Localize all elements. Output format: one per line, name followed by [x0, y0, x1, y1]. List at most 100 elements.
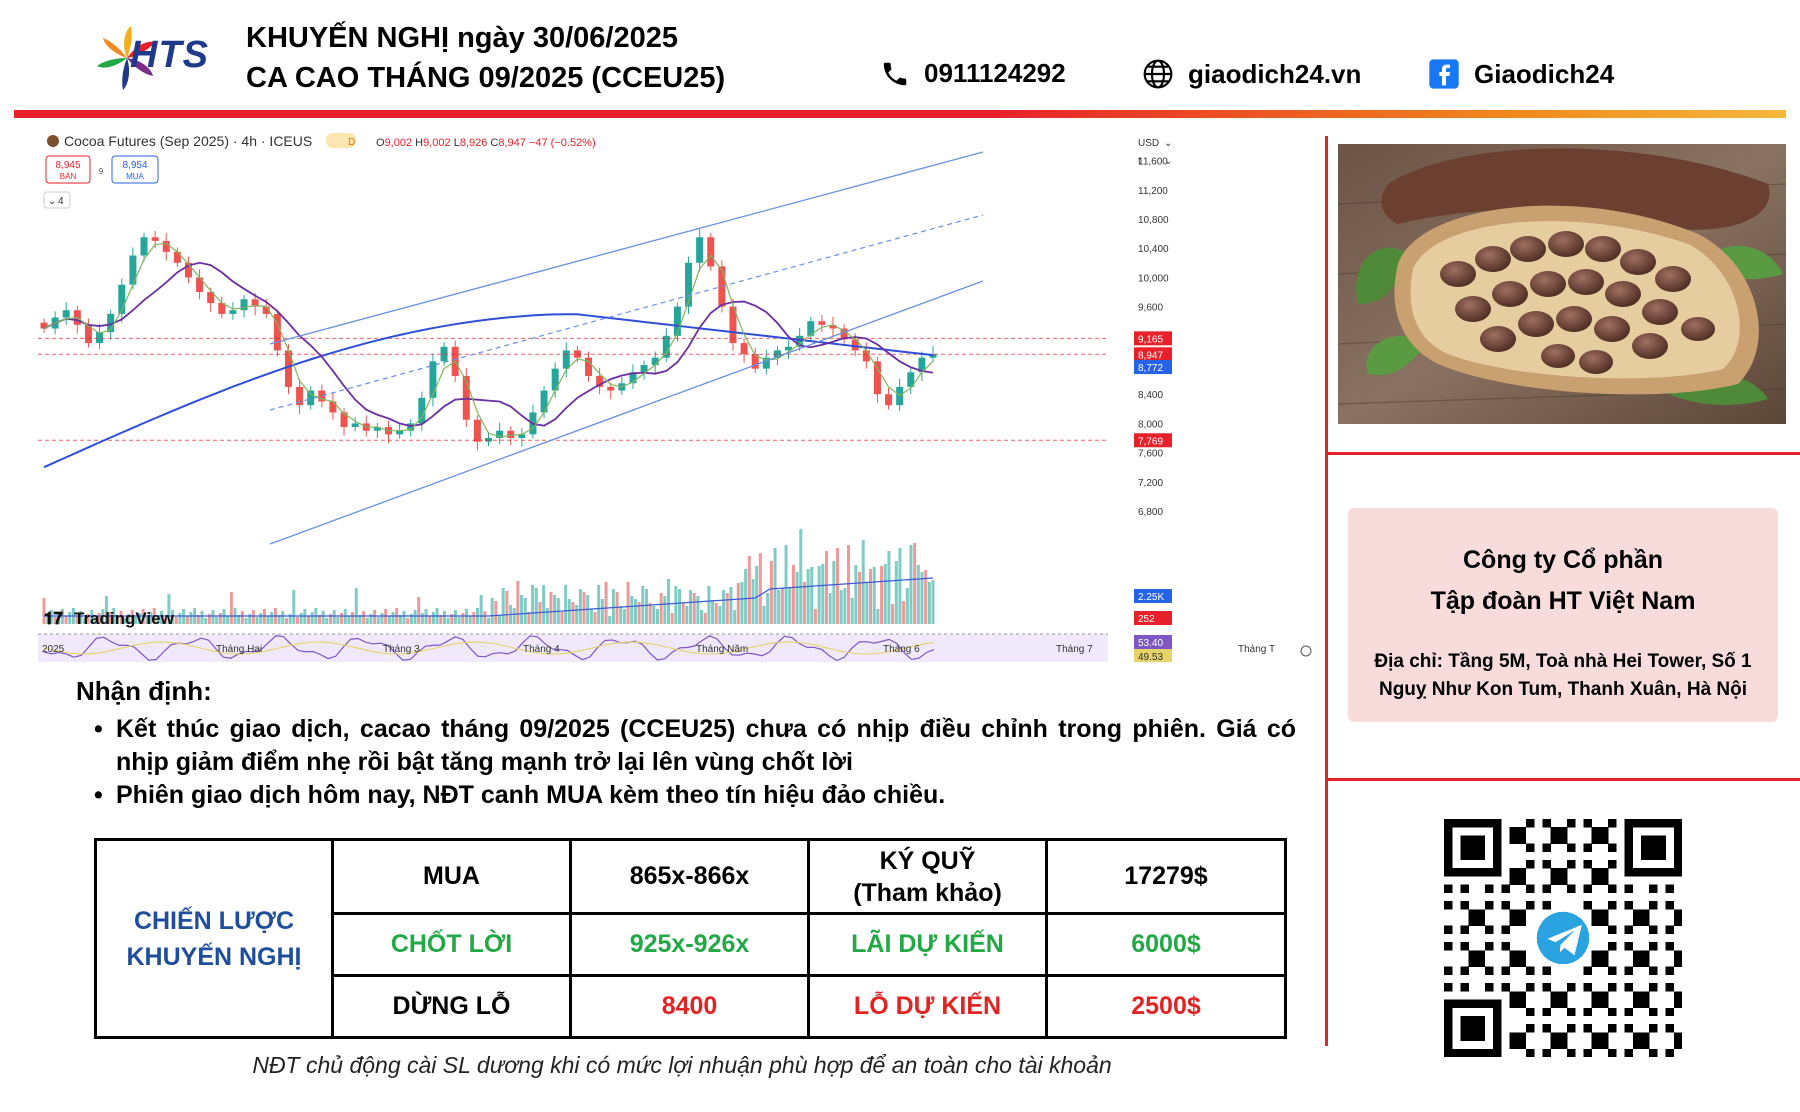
contact-phone[interactable]: 0911124292: [880, 58, 1066, 89]
volume-bar: [736, 583, 740, 624]
channel-lower-line: [269, 280, 984, 545]
volume-bar: [86, 614, 90, 624]
candle-body: [162, 240, 170, 252]
volume-bar: [108, 612, 112, 624]
y-tick-label: 11,200: [1138, 186, 1168, 197]
volume-bar: [57, 613, 61, 624]
telegram-icon: [1536, 911, 1590, 965]
x-tick-label: Tháng Hai: [216, 644, 262, 655]
candle-body: [562, 350, 570, 369]
volume-bar: [648, 603, 652, 624]
volume-bar: [505, 591, 509, 624]
volume-bar: [75, 615, 79, 624]
candle-body: [118, 284, 126, 314]
volume-bar: [567, 599, 571, 624]
cocoa-price-chart[interactable]: Cocoa Futures (Sep 2025) · 4h · ICEUS D …: [38, 126, 1328, 662]
candle-body: [173, 251, 181, 263]
buy-button[interactable]: 8,954 MUA: [111, 155, 159, 184]
indicators-toggle[interactable]: ⌄ 4: [43, 191, 71, 209]
contact-facebook[interactable]: Giaodich24: [1428, 58, 1614, 90]
volume-bar: [255, 617, 259, 624]
volume-bar: [725, 593, 729, 624]
candle-body: [773, 350, 781, 358]
volume-bar: [145, 616, 149, 624]
volume-bar: [549, 592, 553, 624]
settings-icon[interactable]: [1300, 645, 1312, 657]
sell-button[interactable]: 8,945 BÁN: [45, 155, 91, 184]
volume-bar: [417, 597, 421, 624]
telegram-qr-code[interactable]: [1444, 818, 1682, 1058]
rsi-label: 53.40: [1138, 638, 1163, 649]
volume-bar: [835, 548, 839, 624]
page-subtitle: CA CAO THÁNG 09/2025 (CCEU25): [246, 62, 726, 94]
volume-bar: [53, 617, 57, 624]
volume-bar: [406, 618, 410, 624]
candle-body: [629, 372, 637, 384]
candle-body: [607, 386, 615, 391]
volume-bar: [740, 582, 744, 624]
candle-body: [218, 302, 226, 314]
volume-bar: [655, 609, 659, 624]
strategy-label: CHIẾN LƯỢC KHUYẾN NGHỊ: [94, 838, 334, 1039]
volume-bar: [681, 603, 685, 624]
volume-bar: [450, 614, 454, 624]
y-tick-label: 7,200: [1138, 478, 1163, 489]
candle-body: [207, 292, 215, 303]
candle-body: [251, 299, 259, 307]
company-address-line2: Nguỵ Như Kon Tum, Thanh Xuân, Hà Nội: [1378, 679, 1748, 700]
volume-bar: [218, 613, 222, 624]
price-label: 7,769: [1138, 436, 1163, 447]
volume-bar: [46, 614, 50, 624]
analysis-bullet: Phiên giao dịch hôm nay, NĐT canh MUA kè…: [76, 779, 1296, 812]
y-tick-label: 6,800: [1138, 507, 1163, 518]
chevron-down-icon: ⌄: [1164, 138, 1172, 149]
volume-bar: [163, 618, 167, 624]
volume-bar: [854, 565, 858, 624]
volume-bar: [178, 613, 182, 624]
volume-bar: [126, 614, 130, 624]
candle-body: [751, 354, 759, 369]
analysis-bullet: Kết thúc giao dịch, cacao tháng 09/2025 …: [76, 713, 1296, 779]
phone-icon: [883, 62, 907, 85]
candle-body: [84, 324, 92, 344]
candle-body: [929, 354, 937, 358]
volume-bar: [869, 569, 873, 624]
contact-website[interactable]: giaodich24.vn: [1142, 58, 1361, 90]
website-link: giaodich24.vn: [1188, 58, 1362, 89]
strategy-table: CHIẾN LƯỢC KHUYẾN NGHỊ MUA 865x-866x KÝ …: [94, 838, 1287, 1039]
volume-bar: [207, 614, 211, 624]
chevron-down-icon: ⌄: [48, 196, 56, 207]
volume-bar: [420, 613, 424, 624]
currency-selector[interactable]: USD: [1138, 138, 1159, 149]
candle-body: [318, 390, 326, 402]
candle-body: [129, 255, 137, 285]
column-divider: [1325, 136, 1328, 1046]
volume-bar: [479, 595, 483, 624]
analysis-section: Nhận định: Kết thúc giao dịch, cacao thá…: [76, 676, 1296, 812]
volume-bar: [747, 556, 751, 624]
candle-body: [407, 423, 415, 431]
volume-bar: [622, 609, 626, 624]
volume-bar: [251, 610, 255, 624]
volume-bar: [663, 596, 667, 624]
volume-bar: [913, 543, 917, 624]
volume-bar: [472, 612, 476, 624]
channel-upper-line: [269, 151, 984, 345]
rsi-label-bg: [1134, 649, 1172, 662]
unit-selector[interactable]: t: [1138, 156, 1141, 167]
volume-bar: [589, 609, 593, 624]
volume-bar: [329, 614, 333, 624]
volume-bar: [387, 616, 391, 624]
volume-bar: [498, 615, 502, 624]
volume-bar: [810, 567, 814, 624]
y-tick-label: 10,400: [1138, 244, 1169, 255]
volume-bar: [707, 586, 711, 624]
volume-bar: [788, 587, 792, 624]
volume-bar: [310, 612, 314, 624]
price-labels: 9,165 8,947 8,772 7,769 2.25K 252 53.40 49.53: [1134, 331, 1172, 662]
volume-bar: [791, 565, 795, 624]
company-info: Công ty Cổ phần Tập đoàn HT Việt Nam Địa…: [1348, 508, 1778, 722]
volume-bar: [292, 590, 296, 624]
volume-bar: [571, 602, 575, 624]
facebook-page: Giaodich24: [1474, 58, 1615, 89]
